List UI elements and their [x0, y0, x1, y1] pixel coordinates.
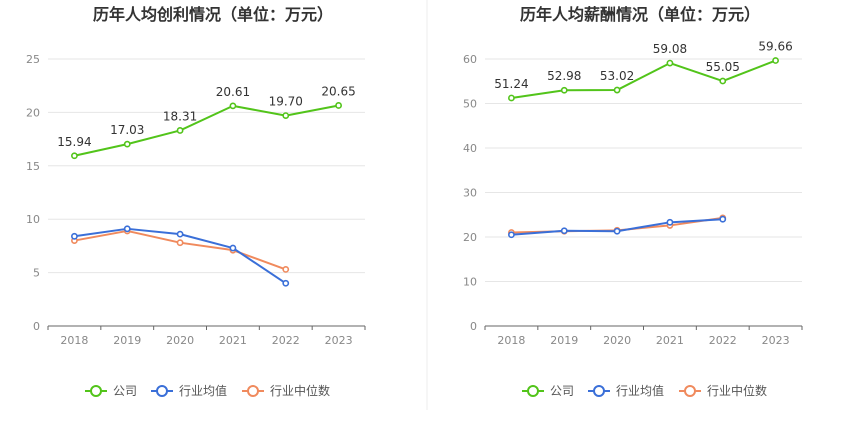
- data-point-industry-median[interactable]: [282, 265, 290, 273]
- y-tick-label: 0: [470, 320, 477, 333]
- x-tick-label: 2018: [60, 334, 88, 347]
- data-label: 51.24: [494, 77, 528, 91]
- data-point-industry-avg[interactable]: [71, 232, 78, 240]
- data-point-company[interactable]: [719, 77, 727, 85]
- data-point-industry-avg[interactable]: [176, 230, 184, 238]
- data-point-company[interactable]: [560, 86, 568, 94]
- data-point-company[interactable]: [71, 152, 78, 160]
- x-tick-label: 2022: [709, 334, 737, 347]
- data-label: 17.03: [110, 123, 144, 137]
- data-point-company[interactable]: [282, 112, 290, 120]
- chart-legend: 公司 行业均值 行业中位数: [522, 383, 767, 398]
- x-tick-label: 2019: [113, 334, 141, 347]
- data-label: 53.02: [600, 69, 634, 83]
- chart-title: 历年人均薪酬情况（单位：万元）: [520, 5, 760, 24]
- data-point-company[interactable]: [508, 94, 515, 102]
- data-point-company[interactable]: [123, 140, 131, 148]
- y-tick-label: 0: [33, 320, 40, 333]
- y-tick-label: 15: [26, 160, 40, 173]
- data-point-industry-avg[interactable]: [666, 218, 674, 226]
- data-point-company[interactable]: [666, 59, 674, 67]
- x-tick-label: 2020: [166, 334, 194, 347]
- y-tick-label: 10: [463, 276, 477, 289]
- y-tick-label: 20: [463, 231, 477, 244]
- x-tick-label: 2023: [762, 334, 790, 347]
- salary-per-employee-chart: 历年人均薪酬情况（单位：万元） 0 10 20 30 40 50 60 2018 2019 202…: [463, 5, 803, 398]
- data-point-industry-avg[interactable]: [508, 231, 515, 239]
- data-point-company[interactable]: [176, 127, 184, 134]
- data-label: 15.94: [57, 135, 91, 149]
- x-tick-label: 2020: [603, 334, 631, 347]
- y-tick-label: 60: [463, 53, 477, 66]
- legend-item-industry-avg[interactable]: 行业均值: [151, 383, 227, 398]
- data-label: 20.65: [321, 84, 355, 98]
- x-tick-label: 2021: [219, 334, 247, 347]
- y-tick-label: 25: [26, 53, 40, 66]
- y-tick-label: 10: [26, 213, 40, 226]
- y-tick-label: 40: [463, 142, 477, 155]
- legend-label-company: 公司: [113, 384, 137, 398]
- profit-per-employee-chart: 历年人均创利情况（单位：万元） 0 5 10 15 20 25 2018 2019 2020 20…: [26, 5, 366, 398]
- data-label: 20.61: [216, 85, 250, 99]
- data-label: 55.05: [706, 60, 740, 74]
- data-point-industry-avg[interactable]: [229, 244, 237, 252]
- series-line-company: [74, 104, 339, 157]
- legend-label-industry-avg: 行业均值: [179, 383, 227, 398]
- x-tick-label: 2023: [325, 334, 353, 347]
- data-point-company[interactable]: [229, 102, 237, 110]
- legend-label-industry-median: 行业中位数: [707, 383, 767, 398]
- chart-title: 历年人均创利情况（单位：万元）: [93, 5, 333, 24]
- data-point-industry-avg[interactable]: [123, 225, 131, 233]
- data-point-company[interactable]: [613, 86, 621, 94]
- data-point-industry-avg[interactable]: [282, 279, 290, 287]
- legend-label-industry-avg: 行业均值: [616, 383, 664, 398]
- legend-item-industry-median[interactable]: 行业中位数: [679, 383, 767, 398]
- x-tick-label: 2022: [272, 334, 300, 347]
- y-tick-label: 20: [26, 106, 40, 119]
- data-point-company[interactable]: [335, 102, 342, 109]
- legend-item-company[interactable]: 公司: [522, 384, 574, 398]
- x-tick-label: 2018: [497, 334, 525, 347]
- data-point-industry-avg[interactable]: [719, 215, 727, 223]
- data-point-company[interactable]: [772, 57, 779, 64]
- legend-item-industry-median[interactable]: 行业中位数: [242, 383, 330, 398]
- legend-item-industry-avg[interactable]: 行业均值: [588, 383, 664, 398]
- data-label: 19.70: [269, 95, 303, 109]
- legend-item-company[interactable]: 公司: [85, 384, 137, 398]
- legend-label-company: 公司: [550, 384, 574, 398]
- data-label: 59.08: [653, 42, 687, 56]
- chart-legend: 公司 行业均值 行业中位数: [85, 383, 330, 398]
- x-tick-label: 2021: [656, 334, 684, 347]
- y-tick-label: 30: [463, 187, 477, 200]
- data-point-industry-avg[interactable]: [560, 227, 568, 235]
- y-tick-label: 50: [463, 98, 477, 111]
- x-tick-label: 2019: [550, 334, 578, 347]
- data-label: 59.66: [758, 40, 792, 54]
- y-tick-label: 5: [33, 267, 40, 280]
- data-point-industry-median[interactable]: [176, 239, 184, 247]
- data-label: 18.31: [163, 109, 197, 123]
- data-point-industry-avg[interactable]: [613, 227, 621, 235]
- series-line-company: [511, 59, 776, 99]
- legend-label-industry-median: 行业中位数: [270, 383, 330, 398]
- data-label: 52.98: [547, 69, 581, 83]
